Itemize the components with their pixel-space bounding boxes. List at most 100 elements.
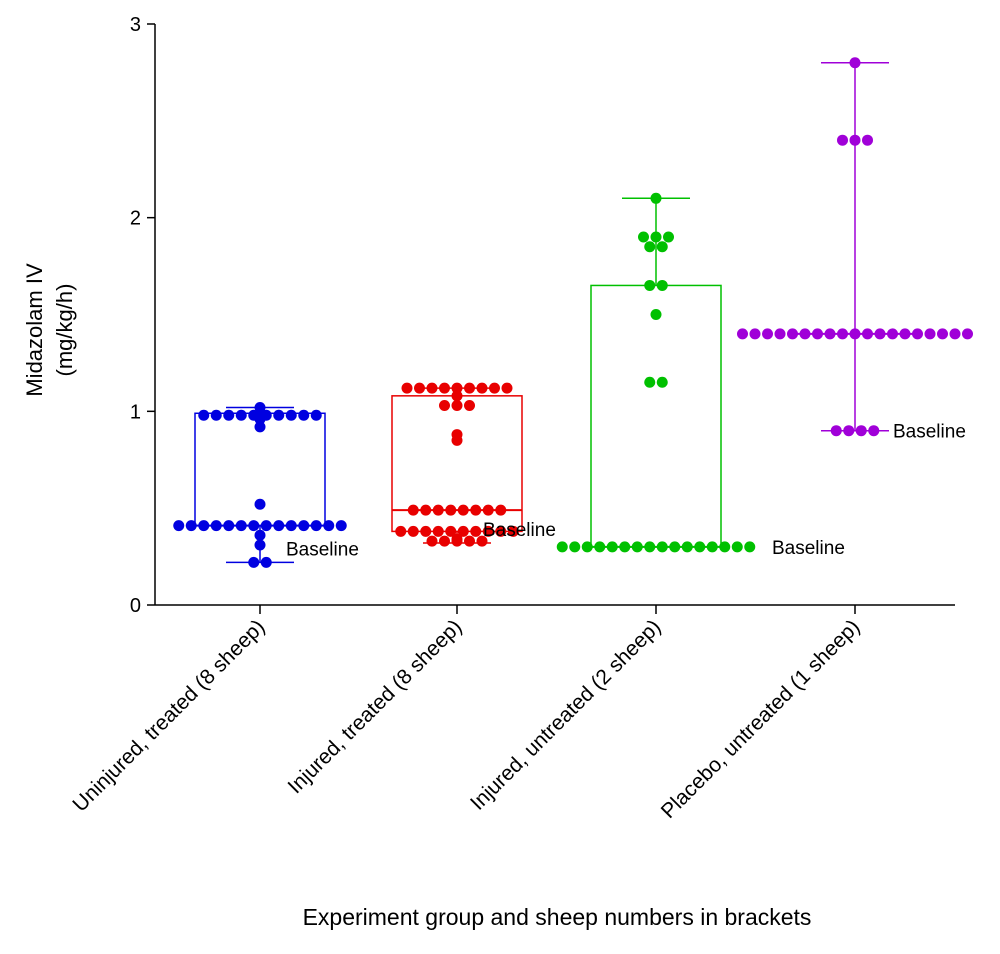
data-point [843, 425, 855, 437]
data-point [432, 504, 444, 516]
data-point [223, 520, 235, 532]
data-point [420, 504, 432, 516]
data-point [638, 231, 649, 243]
data-point [855, 425, 867, 437]
data-point [451, 400, 463, 412]
data-point [439, 382, 450, 394]
data-point [476, 382, 488, 394]
data-point [650, 231, 662, 243]
data-point [451, 382, 463, 394]
data-point [495, 504, 507, 516]
y-tick-label: 2 [130, 208, 141, 230]
data-point [762, 328, 773, 340]
data-point [644, 279, 656, 291]
data-point [248, 556, 260, 568]
data-point [451, 434, 463, 446]
data-point [445, 504, 457, 516]
data-point [656, 241, 668, 253]
data-point [235, 409, 247, 421]
y-axis-label: (mg/kg/h) [52, 284, 77, 377]
data-point [335, 520, 347, 532]
x-tick-label: Injured, treated (8 sheep) [284, 615, 467, 798]
data-point [414, 382, 425, 394]
data-point [706, 541, 718, 553]
data-point [787, 328, 798, 340]
data-point [482, 525, 494, 537]
y-axis-label: Midazolam IV [22, 263, 47, 397]
data-point [824, 328, 836, 340]
data-point [644, 241, 656, 253]
data-point [254, 498, 266, 510]
data-point [912, 328, 923, 340]
data-point [812, 328, 823, 340]
data-point [426, 382, 438, 394]
data-point [874, 328, 886, 340]
annotation: Baseline [893, 422, 966, 443]
data-point [849, 328, 861, 340]
data-point [495, 525, 507, 537]
data-point [737, 328, 748, 340]
data-point [489, 382, 500, 394]
data-point [830, 425, 842, 437]
data-point [482, 504, 494, 516]
data-point [254, 529, 266, 541]
data-point [619, 541, 631, 553]
data-point [470, 504, 482, 516]
data-point [464, 382, 475, 394]
data-point [606, 541, 618, 553]
data-point [849, 134, 861, 146]
data-point [656, 279, 668, 291]
data-point [656, 541, 668, 553]
data-point [663, 231, 674, 243]
y-tick-label: 0 [130, 595, 141, 617]
data-point [719, 541, 731, 553]
data-point [298, 520, 310, 532]
annotation: Baseline [483, 520, 556, 541]
data-point [310, 409, 322, 421]
data-point [210, 409, 222, 421]
data-point [650, 309, 662, 320]
data-point [937, 328, 948, 340]
data-point [457, 504, 469, 516]
data-point [644, 376, 656, 388]
data-point [899, 328, 911, 340]
data-point [749, 328, 761, 340]
data-point [254, 539, 266, 551]
data-point [235, 520, 247, 532]
data-point [837, 134, 848, 146]
data-point [731, 541, 743, 553]
data-point [323, 520, 335, 532]
data-point [439, 400, 450, 412]
data-point [581, 541, 593, 553]
x-tick-label: Uninjured, treated (8 sheep) [68, 615, 269, 816]
data-point [464, 535, 475, 547]
data-point [254, 421, 266, 433]
data-point [248, 520, 260, 532]
data-point [407, 525, 419, 537]
data-point [185, 520, 197, 532]
data-point [407, 504, 419, 516]
data-point [644, 541, 656, 553]
data-point [254, 401, 266, 413]
data-point [451, 390, 463, 402]
data-point [476, 535, 488, 547]
data-point [631, 541, 643, 553]
x-tick-label: Injured, untreated (2 sheep) [466, 615, 666, 815]
data-point [198, 520, 210, 532]
data-point [298, 409, 310, 421]
data-point [681, 541, 693, 553]
data-point [401, 382, 413, 394]
data-point [439, 535, 450, 547]
data-point [273, 409, 285, 421]
data-point [198, 409, 210, 421]
data-point [962, 328, 973, 340]
data-point [924, 328, 936, 340]
data-point [420, 525, 432, 537]
data-point [210, 520, 222, 532]
x-tick-label: Placebo, untreated (1 sheep) [657, 615, 865, 823]
data-point [501, 382, 513, 394]
data-point [656, 376, 668, 388]
data-point [285, 409, 297, 421]
data-point [426, 535, 438, 547]
